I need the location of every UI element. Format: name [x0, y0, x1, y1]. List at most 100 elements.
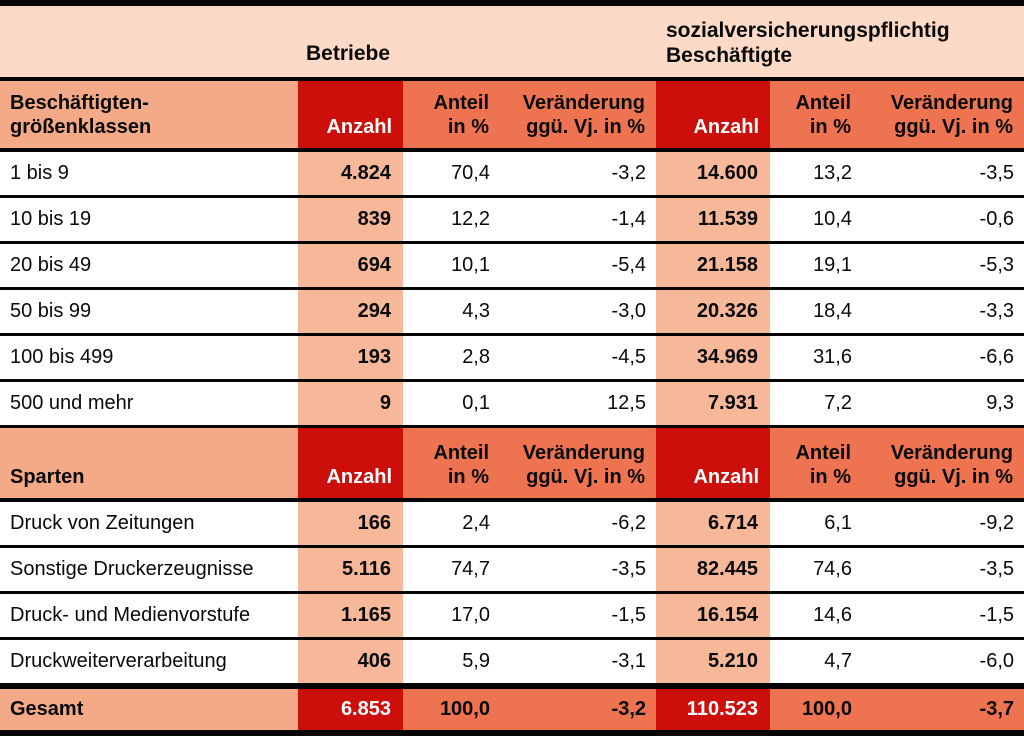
- cell-anzahl: 9: [298, 382, 403, 425]
- divider: [0, 195, 1024, 198]
- divider: [0, 591, 1024, 594]
- divider: [0, 425, 1024, 428]
- cell-anzahl: 166: [298, 502, 403, 545]
- cell-veraenderung: -3,5: [979, 558, 1014, 580]
- row-label: 100 bis 499: [10, 346, 114, 368]
- cell-anteil: 18,4: [813, 300, 852, 322]
- table-row-sonstige-druckerzeugnisse: Sonstige Druckerzeugnisse 5.116 74,7 -3,…: [0, 548, 1024, 591]
- cell-veraenderung: -4,5: [611, 346, 646, 368]
- cell-anteil: 7,2: [824, 392, 852, 414]
- cell-anzahl: 406: [298, 640, 403, 683]
- cell-anteil: 4,7: [824, 650, 852, 672]
- header-anzahl-betriebe: Anzahl: [298, 81, 403, 148]
- cell-anzahl: 694: [298, 244, 403, 287]
- cell-anzahl: 21.158: [656, 244, 770, 287]
- header-anzahl-beschaeftigte: Anzahl: [656, 81, 770, 148]
- cell-anteil: 0,1: [462, 392, 490, 414]
- cell-anzahl: 839: [298, 198, 403, 241]
- row-label: 20 bis 49: [10, 254, 92, 276]
- divider: [0, 0, 1024, 6]
- divider: [0, 498, 1024, 502]
- cell-veraenderung: -5,3: [979, 254, 1014, 276]
- divider: [0, 545, 1024, 548]
- divider: [0, 379, 1024, 382]
- cell-anteil: 12,2: [451, 208, 490, 230]
- cell-veraenderung: -3,5: [611, 558, 646, 580]
- table-row-druck-von-zeitungen: Druck von Zeitungen 166 2,4 -6,2 6.714 6…: [0, 502, 1024, 545]
- header-veraenderung-beschaeftigte: Veränderung ggü. Vj. in %: [862, 428, 1024, 498]
- table-row-50-bis-99: 50 bis 99 294 4,3 -3,0 20.326 18,4 -3,3: [0, 290, 1024, 333]
- group-title-beschaeftigte: sozialversicherungspflichtig Beschäftigt…: [656, 18, 1024, 77]
- divider: [0, 287, 1024, 290]
- cell-anteil: 4,3: [462, 300, 490, 322]
- divider: [0, 683, 1024, 689]
- cell-anteil: 10,4: [813, 208, 852, 230]
- header-anzahl-beschaeftigte: Anzahl: [656, 428, 770, 498]
- cell-anteil: 10,1: [451, 254, 490, 276]
- cell-veraenderung: -0,6: [979, 208, 1014, 230]
- cell-anteil: 2,4: [462, 512, 490, 534]
- cell-veraenderung: -1,5: [979, 604, 1014, 626]
- header-anzahl-betriebe: Anzahl: [298, 428, 403, 498]
- cell-anzahl: 5.116: [298, 548, 403, 591]
- row-label: 10 bis 19: [10, 208, 92, 230]
- cell-anzahl: 16.154: [656, 594, 770, 637]
- header-veraenderung-betriebe: Veränderung ggü. Vj. in %: [500, 81, 656, 148]
- header-size-classes: Beschäftigten- größenklassen: [0, 81, 298, 148]
- cell-anteil: 14,6: [813, 604, 852, 626]
- table-row-20-bis-49: 20 bis 49 694 10,1 -5,4 21.158 19,1 -5,3: [0, 244, 1024, 287]
- cell-anteil: 31,6: [813, 346, 852, 368]
- header-sparten: Sparten: [0, 428, 298, 498]
- divider: [0, 77, 1024, 81]
- cell-anzahl: 34.969: [656, 336, 770, 379]
- cell-veraenderung: -6,2: [611, 512, 646, 534]
- cell-anteil-total: 100,0: [770, 689, 862, 730]
- cell-anteil: 74,7: [451, 558, 490, 580]
- divider: [0, 730, 1024, 736]
- cell-anzahl: 14.600: [656, 152, 770, 195]
- cell-anteil: 17,0: [451, 604, 490, 626]
- cell-anzahl-total: 6.853: [298, 689, 403, 730]
- cell-veraenderung: -1,5: [611, 604, 646, 626]
- cell-veraenderung: -3,3: [979, 300, 1014, 322]
- cell-anzahl: 11.539: [656, 198, 770, 241]
- group-title-betriebe: Betriebe: [306, 42, 391, 65]
- cell-veraenderung: -9,2: [979, 512, 1014, 534]
- cell-veraenderung: -6,6: [979, 346, 1014, 368]
- cell-anzahl-total: 110.523: [656, 689, 770, 730]
- cell-anzahl: 82.445: [656, 548, 770, 591]
- cell-anteil: 70,4: [451, 162, 490, 184]
- table-row-100-bis-499: 100 bis 499 193 2,8 -4,5 34.969 31,6 -6,…: [0, 336, 1024, 379]
- cell-veraenderung: -6,0: [979, 650, 1014, 672]
- header-anteil-beschaeftigte: Anteil in %: [770, 428, 862, 498]
- cell-anzahl: 1.165: [298, 594, 403, 637]
- divider: [0, 637, 1024, 640]
- group-title-beschaeftigte-line1: sozialversicherungspflichtig: [666, 18, 950, 42]
- divider: [0, 148, 1024, 152]
- cell-veraenderung-total: -3,2: [500, 689, 656, 730]
- cell-anzahl: 6.714: [656, 502, 770, 545]
- cell-veraenderung: -3,5: [979, 162, 1014, 184]
- header-anteil-beschaeftigte: Anteil in %: [770, 81, 862, 148]
- cell-anteil: 74,6: [813, 558, 852, 580]
- cell-anteil: 19,1: [813, 254, 852, 276]
- cell-anteil-total: 100,0: [403, 689, 500, 730]
- header-row-sparten: Sparten Anzahl Anteil in % Veränderung g…: [0, 428, 1024, 498]
- column-group-band: Betriebe sozialversicherungspflichtig Be…: [0, 6, 1024, 77]
- cell-anzahl: 5.210: [656, 640, 770, 683]
- header-anteil-betriebe: Anteil in %: [403, 81, 500, 148]
- cell-veraenderung: -3,1: [611, 650, 646, 672]
- cell-anzahl: 7.931: [656, 382, 770, 425]
- cell-anteil: 6,1: [824, 512, 852, 534]
- row-label: Druck- und Medienvorstufe: [10, 604, 251, 626]
- header-veraenderung-betriebe: Veränderung ggü. Vj. in %: [500, 428, 656, 498]
- table-row-druck-und-medienvorstufe: Druck- und Medienvorstufe 1.165 17,0 -1,…: [0, 594, 1024, 637]
- table-row-10-bis-19: 10 bis 19 839 12,2 -1,4 11.539 10,4 -0,6: [0, 198, 1024, 241]
- cell-anzahl: 294: [298, 290, 403, 333]
- cell-anteil: 2,8: [462, 346, 490, 368]
- cell-anzahl: 20.326: [656, 290, 770, 333]
- cell-veraenderung: 12,5: [607, 392, 646, 414]
- cell-anzahl: 193: [298, 336, 403, 379]
- cell-veraenderung: -3,2: [611, 162, 646, 184]
